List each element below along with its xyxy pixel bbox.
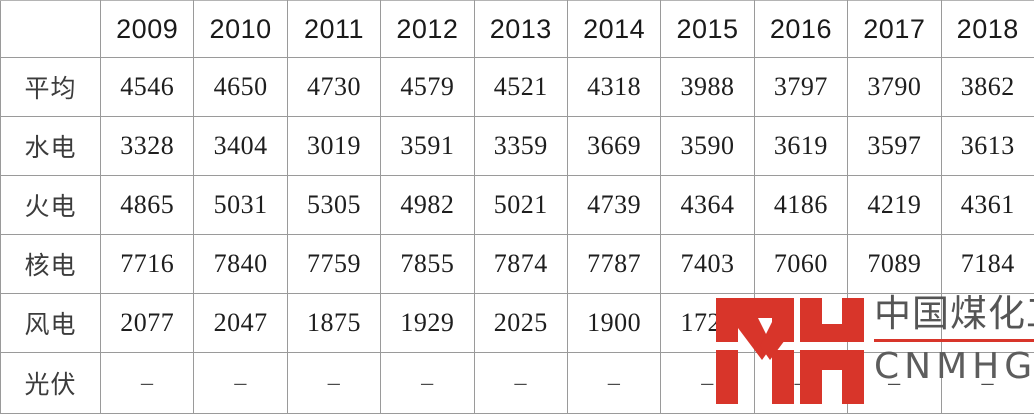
row-label-average: 平均 (1, 58, 101, 117)
cell-nuclear-2017: 7089 (848, 235, 941, 294)
cell-wind-2015: 1724 (661, 294, 754, 353)
cell-hydro-2014: 3669 (567, 117, 660, 176)
column-header-2011: 2011 (287, 1, 380, 58)
cell-solar-2018: – (941, 353, 1034, 414)
cell-average-2011: 4730 (287, 58, 380, 117)
cell-wind-2016 (754, 294, 847, 353)
cell-hydro-2013: 3359 (474, 117, 567, 176)
cell-wind-2014: 1900 (567, 294, 660, 353)
column-header-2017: 2017 (848, 1, 941, 58)
cell-wind-2011: 1875 (287, 294, 380, 353)
cell-solar-2011: – (287, 353, 380, 414)
cell-solar-2015: – (661, 353, 754, 414)
cell-average-2017: 3790 (848, 58, 941, 117)
cell-hydro-2009: 3328 (101, 117, 194, 176)
cell-average-2015: 3988 (661, 58, 754, 117)
row-label-wind: 风电 (1, 294, 101, 353)
cell-nuclear-2010: 7840 (194, 235, 287, 294)
cell-wind-2017 (848, 294, 941, 353)
table-row: 水电 3328 3404 3019 3591 3359 3669 3590 36… (1, 117, 1034, 176)
column-header-2018: 2018 (941, 1, 1034, 58)
table-corner-cell (1, 1, 101, 58)
cell-wind-2013: 2025 (474, 294, 567, 353)
cell-hydro-2016: 3619 (754, 117, 847, 176)
cell-solar-2013: – (474, 353, 567, 414)
row-label-nuclear: 核电 (1, 235, 101, 294)
cell-average-2016: 3797 (754, 58, 847, 117)
cell-thermal-2015: 4364 (661, 176, 754, 235)
cell-nuclear-2012: 7855 (381, 235, 474, 294)
cell-hydro-2017: 3597 (848, 117, 941, 176)
cell-hydro-2018: 3613 (941, 117, 1034, 176)
cell-wind-2010: 2047 (194, 294, 287, 353)
column-header-2010: 2010 (194, 1, 287, 58)
column-header-2013: 2013 (474, 1, 567, 58)
cell-nuclear-2014: 7787 (567, 235, 660, 294)
cell-thermal-2018: 4361 (941, 176, 1034, 235)
cell-solar-2009: – (101, 353, 194, 414)
cell-thermal-2013: 5021 (474, 176, 567, 235)
table-header: 2009 2010 2011 2012 2013 2014 2015 2016 … (1, 1, 1034, 58)
cell-solar-2014: – (567, 353, 660, 414)
cell-average-2010: 4650 (194, 58, 287, 117)
cell-solar-2010: – (194, 353, 287, 414)
row-label-solar: 光伏 (1, 353, 101, 414)
cell-wind-2009: 2077 (101, 294, 194, 353)
cell-nuclear-2018: 7184 (941, 235, 1034, 294)
cell-average-2014: 4318 (567, 58, 660, 117)
cell-nuclear-2015: 7403 (661, 235, 754, 294)
row-label-thermal: 火电 (1, 176, 101, 235)
column-header-2009: 2009 (101, 1, 194, 58)
column-header-2015: 2015 (661, 1, 754, 58)
cell-solar-2017: – (848, 353, 941, 414)
cell-thermal-2012: 4982 (381, 176, 474, 235)
cell-nuclear-2016: 7060 (754, 235, 847, 294)
cell-hydro-2011: 3019 (287, 117, 380, 176)
table-body: 平均 4546 4650 4730 4579 4521 4318 3988 37… (1, 58, 1034, 414)
cell-nuclear-2009: 7716 (101, 235, 194, 294)
cell-average-2009: 4546 (101, 58, 194, 117)
table-row: 平均 4546 4650 4730 4579 4521 4318 3988 37… (1, 58, 1034, 117)
cell-nuclear-2013: 7874 (474, 235, 567, 294)
table-row: 火电 4865 5031 5305 4982 5021 4739 4364 41… (1, 176, 1034, 235)
cell-thermal-2011: 5305 (287, 176, 380, 235)
column-header-2014: 2014 (567, 1, 660, 58)
column-header-2016: 2016 (754, 1, 847, 58)
row-label-hydro: 水电 (1, 117, 101, 176)
cell-nuclear-2011: 7759 (287, 235, 380, 294)
table-header-row: 2009 2010 2011 2012 2013 2014 2015 2016 … (1, 1, 1034, 58)
cell-wind-2012: 1929 (381, 294, 474, 353)
cell-thermal-2017: 4219 (848, 176, 941, 235)
cell-average-2018: 3862 (941, 58, 1034, 117)
table-row: 核电 7716 7840 7759 7855 7874 7787 7403 70… (1, 235, 1034, 294)
table-row: 光伏 – – – – – – – – – – (1, 353, 1034, 414)
cell-thermal-2009: 4865 (101, 176, 194, 235)
cell-hydro-2015: 3590 (661, 117, 754, 176)
cell-solar-2016: – (754, 353, 847, 414)
column-header-2012: 2012 (381, 1, 474, 58)
cell-hydro-2012: 3591 (381, 117, 474, 176)
cell-hydro-2010: 3404 (194, 117, 287, 176)
cell-solar-2012: – (381, 353, 474, 414)
cell-wind-2018 (941, 294, 1034, 353)
cell-thermal-2014: 4739 (567, 176, 660, 235)
cell-average-2013: 4521 (474, 58, 567, 117)
cell-average-2012: 4579 (381, 58, 474, 117)
table-row: 风电 2077 2047 1875 1929 2025 1900 1724 (1, 294, 1034, 353)
cell-thermal-2016: 4186 (754, 176, 847, 235)
cell-thermal-2010: 5031 (194, 176, 287, 235)
